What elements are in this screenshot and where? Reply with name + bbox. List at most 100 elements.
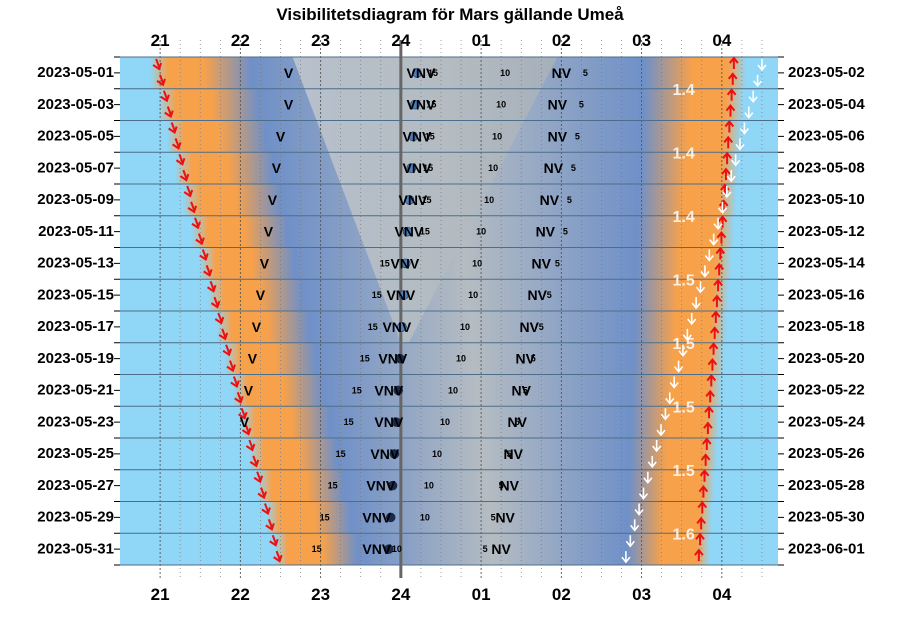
altitude-label-10: 10	[448, 385, 458, 395]
hour-label-bottom: 02	[552, 585, 571, 604]
direction-label-nv: NV	[532, 255, 552, 271]
direction-label-nv: NV	[503, 446, 523, 462]
direction-label-vnv: VNV	[407, 65, 436, 81]
mars-set-arrow	[748, 90, 758, 104]
altitude-label-10: 10	[432, 449, 442, 459]
altitude-label-10: 10	[468, 290, 478, 300]
altitude-label-15: 15	[423, 163, 433, 173]
date-label-left: 2023-05-13	[37, 255, 114, 272]
altitude-label-10: 10	[420, 512, 430, 522]
sunset-arrow	[273, 550, 283, 563]
sunrise-arrow	[706, 373, 717, 387]
date-label-left: 2023-05-15	[37, 286, 114, 303]
sunrise-arrow	[716, 231, 727, 244]
hour-label-top: 03	[632, 31, 651, 50]
sunrise-arrow	[697, 500, 708, 514]
altitude-label-5: 5	[575, 131, 580, 141]
sunrise-arrow	[702, 437, 712, 450]
visibility-band	[233, 374, 722, 407]
direction-label-nv: NV	[516, 351, 536, 367]
date-label-right: 2023-05-20	[788, 350, 865, 367]
sunrise-arrow	[699, 469, 710, 482]
sunrise-arrow	[708, 342, 719, 355]
chart-title: Visibilitetsdiagram för Mars gällande Um…	[276, 5, 624, 24]
direction-label-v: V	[252, 319, 262, 335]
mars-set-arrow	[643, 471, 653, 485]
magnitude-label: 1.5	[673, 336, 695, 353]
sunrise-arrow	[711, 310, 721, 323]
hour-label-bottom: 22	[231, 585, 250, 604]
visibility-band	[216, 311, 727, 344]
altitude-label-15: 15	[320, 512, 330, 522]
sunset-arrow	[234, 392, 244, 404]
magnitude-label: 1.4	[673, 145, 695, 162]
sunset-arrow	[265, 519, 275, 531]
sunrise-arrow	[717, 215, 728, 228]
altitude-label-15: 15	[328, 481, 338, 491]
mars-position-dot	[408, 131, 418, 142]
visibility-band	[224, 342, 725, 375]
mars-set-arrow	[730, 154, 741, 167]
altitude-label-10: 10	[472, 258, 482, 268]
mars-set-arrow	[652, 440, 662, 453]
sunrise-arrow	[705, 389, 715, 403]
mars-set-arrow	[621, 551, 631, 564]
sunrise-arrow	[713, 278, 723, 292]
altitude-label-15: 15	[426, 100, 436, 110]
date-label-right: 2023-05-26	[788, 445, 865, 462]
sunrise-arrow	[703, 421, 713, 435]
sunrise-arrow	[700, 453, 711, 466]
right-date-axis: 2023-05-02 2023-05-04 2023-05-06 2023-05-08…	[788, 64, 865, 557]
direction-label-vnv: VNV	[370, 446, 399, 462]
mars-set-arrow	[704, 249, 714, 262]
mars-position-dot	[395, 353, 405, 364]
date-label-right: 2023-06-01	[788, 540, 865, 557]
date-label-right: 2023-05-08	[788, 159, 865, 176]
altitude-label-10: 10	[456, 354, 466, 364]
magnitude-label: 1.4	[673, 82, 695, 99]
mars-set-arrow	[647, 455, 657, 469]
magnitude-label: 1.5	[673, 463, 695, 480]
direction-label-v: V	[240, 414, 250, 430]
mars-position-dot	[387, 480, 398, 491]
date-label-left: 2023-05-01	[37, 64, 114, 81]
mars-set-arrow	[625, 535, 635, 548]
direction-label-nv: NV	[528, 287, 548, 303]
hour-label-bottom: 03	[632, 585, 651, 604]
date-label-left: 2023-05-23	[37, 413, 114, 430]
direction-label-nv: NV	[548, 97, 568, 113]
altitude-label-10: 10	[496, 100, 506, 110]
date-label-right: 2023-05-04	[788, 96, 865, 113]
altitude-label-10: 10	[500, 68, 510, 78]
mars-position-dot	[400, 258, 411, 269]
sunset-arrow	[245, 439, 256, 452]
magnitude-label: 1.5	[673, 272, 695, 289]
mars-set-arrow	[678, 344, 688, 358]
mars-position-dot	[385, 512, 396, 523]
sunrise-arrow	[724, 119, 735, 133]
mars-position-dot	[384, 544, 394, 554]
direction-label-nv: NV	[511, 382, 531, 398]
direction-label-nv: NV	[491, 541, 511, 557]
date-label-left: 2023-05-19	[37, 350, 114, 367]
sunset-arrow	[269, 534, 279, 547]
hour-label-bottom: 24	[391, 585, 410, 604]
altitude-label-5: 5	[483, 544, 488, 554]
direction-label-nv: NV	[544, 160, 564, 176]
left-date-axis: 2023-05-01 2023-05-03 2023-05-05 2023-05-07…	[37, 64, 114, 557]
mars-set-arrow	[665, 392, 675, 405]
sunset-arrow	[199, 249, 209, 262]
visibility-band	[208, 279, 730, 312]
date-label-left: 2023-05-03	[37, 96, 114, 113]
direction-label-nv: NV	[507, 414, 527, 430]
direction-label-nv: NV	[540, 192, 560, 208]
mars-set-arrow	[752, 74, 763, 88]
sunset-arrow	[249, 455, 260, 468]
mars-set-arrow	[722, 186, 732, 199]
sunrise-arrow	[725, 104, 736, 117]
altitude-label-15: 15	[372, 290, 382, 300]
sunset-arrow	[241, 423, 252, 436]
mars-set-arrow	[709, 233, 719, 246]
mars-set-arrow	[682, 328, 692, 342]
